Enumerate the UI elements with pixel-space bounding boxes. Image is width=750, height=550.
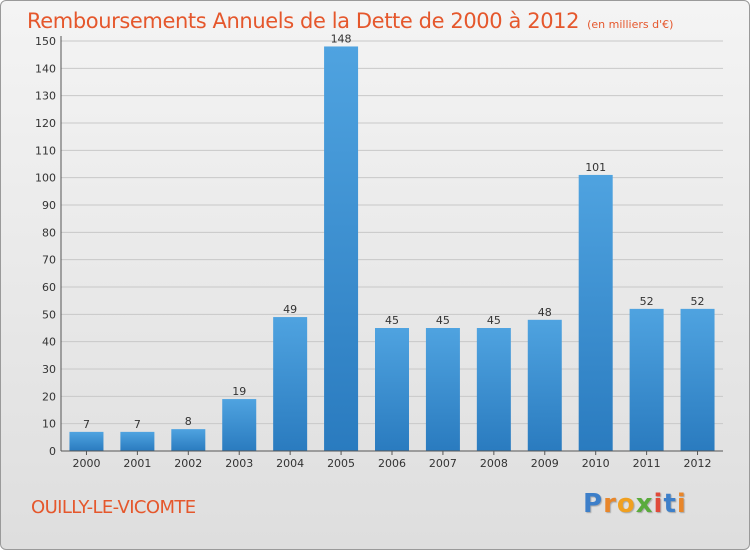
brand-letter: r — [603, 489, 617, 519]
x-tick-label-2008: 2008 — [480, 457, 508, 470]
y-tick-label: 140 — [35, 62, 56, 75]
chart-unit-note: (en milliers d'€) — [587, 18, 674, 31]
proxiti-logo: Proxiti — [583, 489, 687, 519]
y-tick-label: 40 — [42, 336, 56, 349]
x-tick-label-2002: 2002 — [174, 457, 202, 470]
value-label-2004: 49 — [283, 303, 297, 316]
value-label-2009: 48 — [538, 306, 552, 319]
y-tick-label: 150 — [35, 35, 56, 48]
y-tick-label: 0 — [49, 445, 56, 458]
chart-title: Remboursements Annuels de la Dette de 20… — [27, 9, 673, 33]
x-axis-tick-labels: 2000 2001 2002 2003 2004 2005 2006 2007 2008 2009… — [72, 451, 712, 470]
x-tick-label-2006: 2006 — [378, 457, 406, 470]
bars — [69, 46, 715, 451]
y-tick-label: 10 — [42, 418, 56, 431]
bar-value-labels: 7 7 8 19 49 148 45 45 45 48 101 52 52 — [83, 32, 705, 430]
value-label-2006: 45 — [385, 314, 399, 327]
bar-2008 — [476, 328, 511, 451]
brand-letter: P — [583, 489, 604, 519]
y-tick-label: 20 — [42, 390, 56, 403]
x-tick-label-2011: 2011 — [633, 457, 661, 470]
value-label-2011: 52 — [640, 295, 654, 308]
y-tick-label: 80 — [42, 226, 56, 239]
value-label-2002: 8 — [185, 415, 192, 428]
bar-2001 — [120, 431, 155, 451]
brand-letter: t — [663, 489, 677, 519]
brand-letter: o — [616, 489, 636, 519]
x-tick-label-2003: 2003 — [225, 457, 253, 470]
value-label-2005: 148 — [331, 32, 352, 45]
bar-2012 — [680, 308, 715, 451]
commune-name: OUILLY-LE-VICOMTE — [31, 497, 196, 518]
chart-title-text: Remboursements Annuels de la Dette de 20… — [27, 9, 580, 33]
brand-letter: x — [635, 489, 654, 519]
y-tick-label: 90 — [42, 199, 56, 212]
x-tick-label-2004: 2004 — [276, 457, 304, 470]
x-tick-label-2007: 2007 — [429, 457, 457, 470]
x-tick-label-2001: 2001 — [123, 457, 151, 470]
y-tick-label: 70 — [42, 254, 56, 267]
bar-2000 — [69, 431, 104, 451]
bar-2007 — [425, 328, 460, 451]
axes — [60, 36, 723, 452]
value-label-2007: 45 — [436, 314, 450, 327]
bar-2002 — [171, 429, 206, 451]
bar-2009 — [527, 319, 562, 451]
y-tick-label: 50 — [42, 308, 56, 321]
value-label-2003: 19 — [232, 385, 246, 398]
brand-letter: i — [676, 489, 687, 519]
x-tick-label-2005: 2005 — [327, 457, 355, 470]
brand-letter: i — [653, 489, 664, 519]
y-axis-tick-labels: 0 10 20 30 40 50 60 70 80 90 100 110 120 130 140 150 — [35, 35, 56, 458]
y-tick-label: 130 — [35, 90, 56, 103]
bar-2003 — [222, 399, 257, 451]
y-tick-label: 120 — [35, 117, 56, 130]
value-label-2012: 52 — [691, 295, 705, 308]
y-tick-label: 30 — [42, 363, 56, 376]
bar-2005 — [324, 46, 359, 451]
y-tick-label: 100 — [35, 172, 56, 185]
bar-2011 — [629, 308, 664, 451]
x-tick-label-2000: 2000 — [72, 457, 100, 470]
x-tick-label-2010: 2010 — [582, 457, 610, 470]
x-tick-label-2009: 2009 — [531, 457, 559, 470]
y-tick-label: 60 — [42, 281, 56, 294]
bar-2004 — [273, 317, 308, 451]
value-label-2000: 7 — [83, 418, 90, 431]
x-tick-label-2012: 2012 — [684, 457, 712, 470]
y-tick-label: 110 — [35, 144, 56, 157]
value-label-2008: 45 — [487, 314, 501, 327]
bar-2010 — [578, 174, 613, 451]
value-label-2010: 101 — [585, 161, 606, 174]
bar-2006 — [375, 328, 409, 451]
value-label-2001: 7 — [134, 418, 141, 431]
